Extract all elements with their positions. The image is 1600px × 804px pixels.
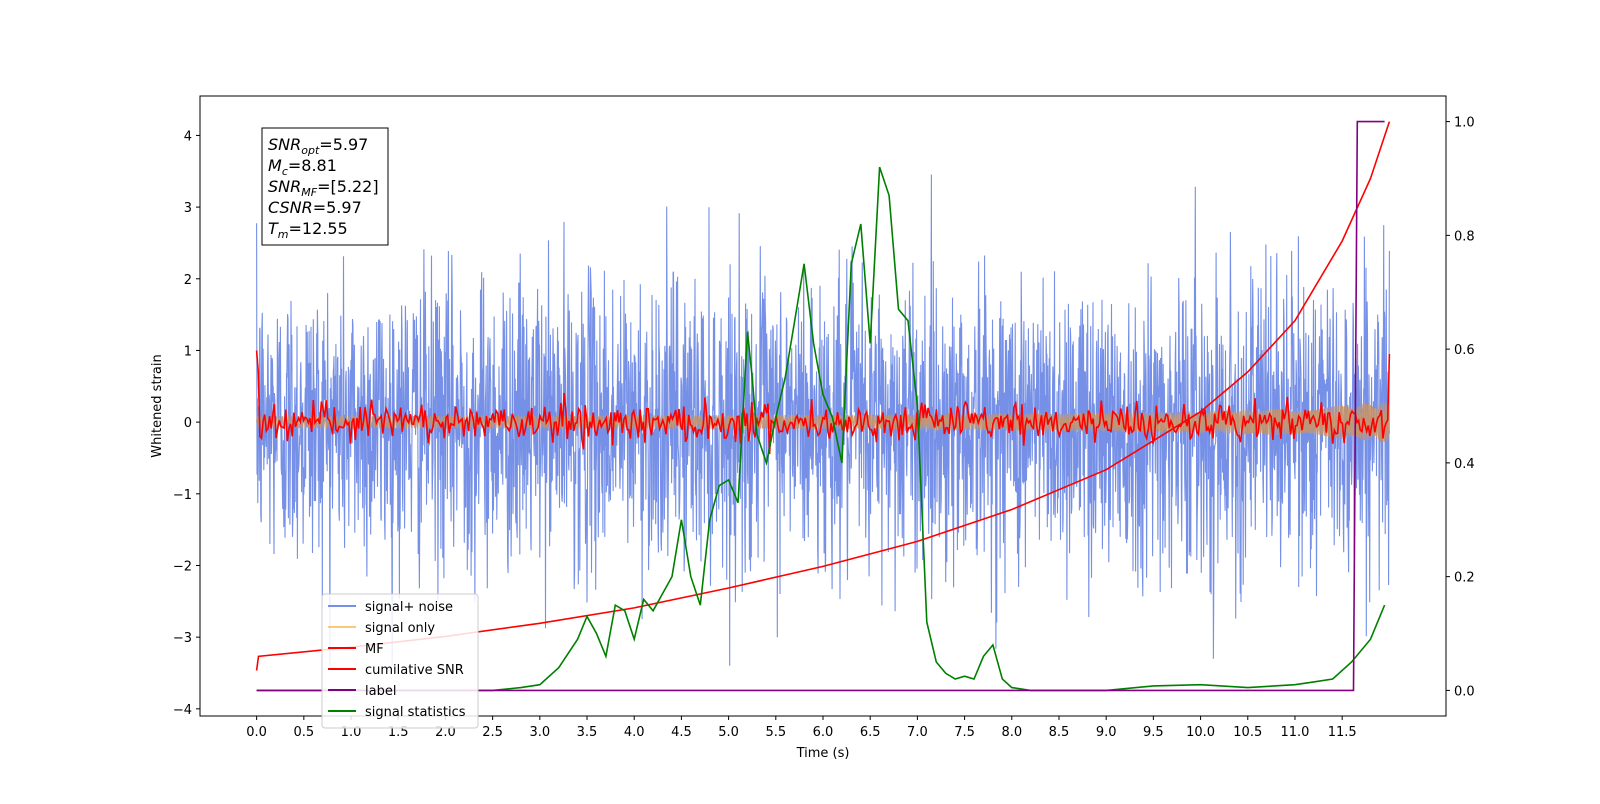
y-left-tick-label: 3 — [184, 201, 192, 216]
x-tick-label: 4.0 — [624, 725, 645, 740]
y-right-tick-label: 0.0 — [1454, 684, 1475, 699]
x-tick-label: 4.5 — [671, 725, 692, 740]
series-label-line — [256, 120, 1385, 692]
x-tick-label: 10.0 — [1186, 725, 1215, 740]
annotation-line: SNRopt=5.97 — [268, 135, 368, 157]
x-tick-label: 6.5 — [860, 725, 881, 740]
x-tick-label: 8.0 — [1001, 725, 1022, 740]
y-right-tick-label: 0.2 — [1454, 571, 1475, 586]
legend-frame — [321, 593, 479, 729]
series-signal-noise-line — [256, 174, 1390, 666]
y-left-tick-label: 1 — [184, 344, 192, 359]
x-tick-label: 5.5 — [765, 725, 786, 740]
x-tick-label: 3.5 — [577, 725, 598, 740]
annotation-line: Mc=8.81 — [268, 156, 337, 178]
legend-label: signal statistics — [365, 705, 466, 720]
series-mf-line — [255, 350, 1391, 455]
legend-label: signal+ noise — [365, 600, 453, 615]
legend-label: cumilative SNR — [365, 663, 464, 678]
y-right-tick-label: 0.4 — [1454, 457, 1475, 472]
legend: signal+ noise signal only MF cumilative SNR… — [321, 593, 479, 729]
legend-label: MF — [365, 642, 384, 657]
y-left-tick-label: −3 — [173, 631, 192, 646]
x-tick-label: 8.5 — [1049, 725, 1070, 740]
y-axis-left: −4 −3 −2 −1 0 1 2 3 4 — [173, 129, 200, 718]
y-left-tick-label: 4 — [184, 129, 192, 144]
x-tick-label: 5.0 — [718, 725, 739, 740]
x-tick-label: 10.5 — [1233, 725, 1262, 740]
x-tick-label: 1.0 — [341, 725, 362, 740]
annotation-line: SNRMF=[5.22] — [268, 177, 379, 199]
y-right-tick-label: 1.0 — [1454, 116, 1475, 131]
x-tick-label: 9.0 — [1096, 725, 1117, 740]
legend-label: signal only — [365, 621, 435, 636]
y-axis-right: 0.0 0.2 0.4 0.6 0.8 1.0 — [1446, 116, 1475, 699]
x-tick-label: 7.0 — [907, 725, 928, 740]
annotation-frame — [261, 127, 389, 246]
y-left-tick-label: −4 — [173, 703, 192, 718]
y-right-tick-label: 0.8 — [1454, 229, 1475, 244]
x-tick-label: 0.5 — [293, 725, 314, 740]
x-tick-label: 11.5 — [1328, 725, 1357, 740]
x-tick-label: 7.5 — [954, 725, 975, 740]
annotation-line: Tm=12.55 — [268, 219, 348, 241]
y-left-tick-label: 2 — [184, 273, 192, 288]
x-tick-label: 1.5 — [388, 725, 409, 740]
x-axis-label: Time (s) — [796, 746, 850, 761]
x-tick-label: 9.5 — [1143, 725, 1164, 740]
x-tick-label: 11.0 — [1280, 725, 1309, 740]
x-tick-label: 3.0 — [529, 725, 550, 740]
legend-label: label — [365, 684, 396, 699]
y-right-tick-label: 0.6 — [1454, 343, 1475, 358]
x-tick-label: 6.0 — [813, 725, 834, 740]
x-axis: 0.0 0.5 1.0 1.5 2.0 2.5 3.0 3.5 4.0 4.5 5.0 5.5 6.0 6… — [246, 716, 1357, 740]
annotation-line: CSNR=5.97 — [268, 198, 362, 217]
y-left-tick-label: −1 — [173, 488, 192, 503]
y-left-tick-label: −2 — [173, 559, 192, 574]
series-signal-statistics-line — [256, 166, 1386, 692]
x-tick-label: 2.5 — [482, 725, 503, 740]
y-axis-label: Whitened strain — [150, 354, 165, 457]
y-left-tick-label: 0 — [184, 416, 192, 431]
x-tick-label: 0.0 — [246, 725, 267, 740]
x-tick-label: 2.0 — [435, 725, 456, 740]
